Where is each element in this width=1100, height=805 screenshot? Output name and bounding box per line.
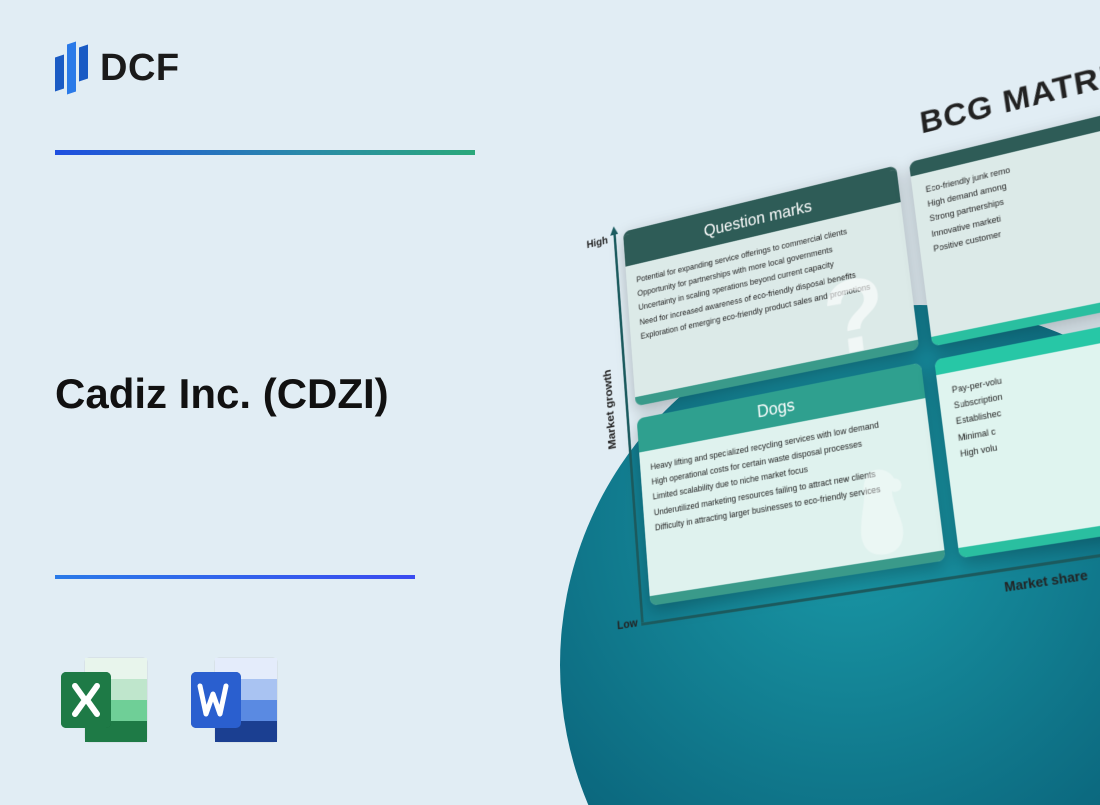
quadrant-stars: Eco-friendly junk remo High demand among…	[909, 114, 1100, 347]
quadrant-cash-cows: Pay-per-volu Subscription Establishec Mi…	[934, 318, 1100, 558]
bcg-matrix: BCG MATRIX Market growth Market share Hi…	[600, 140, 1100, 660]
cows-item: High volu	[959, 412, 1100, 461]
cows-item: Establishec	[955, 379, 1100, 429]
cows-item: Subscription	[953, 363, 1100, 414]
y-axis-low: Low	[617, 616, 638, 633]
cows-item: Minimal c	[957, 396, 1100, 446]
bottom-divider	[55, 575, 415, 579]
excel-icon	[55, 650, 155, 750]
quadrant-question-marks: Question marks ? Potential for expanding…	[623, 165, 919, 406]
logo-bars-icon	[55, 40, 88, 96]
top-divider	[55, 150, 475, 155]
quadrant-dogs: Dogs Heavy lifting and specialized recyc…	[637, 362, 946, 605]
company-title: Cadiz Inc. (CDZI)	[55, 370, 389, 418]
quad-grid: Question marks ? Potential for expanding…	[623, 114, 1100, 606]
y-axis-label: Market growth	[601, 368, 619, 450]
dcf-logo: DCF	[55, 40, 180, 96]
matrix-title: BCG MATRIX	[918, 53, 1100, 141]
app-icons-row	[55, 650, 285, 750]
y-axis-high: High	[586, 234, 608, 251]
page-canvas: DCF Cadiz Inc. (CDZI)	[0, 0, 1100, 805]
word-icon	[185, 650, 285, 750]
x-axis-label: Market share	[1003, 567, 1088, 595]
logo-text: DCF	[100, 47, 180, 90]
